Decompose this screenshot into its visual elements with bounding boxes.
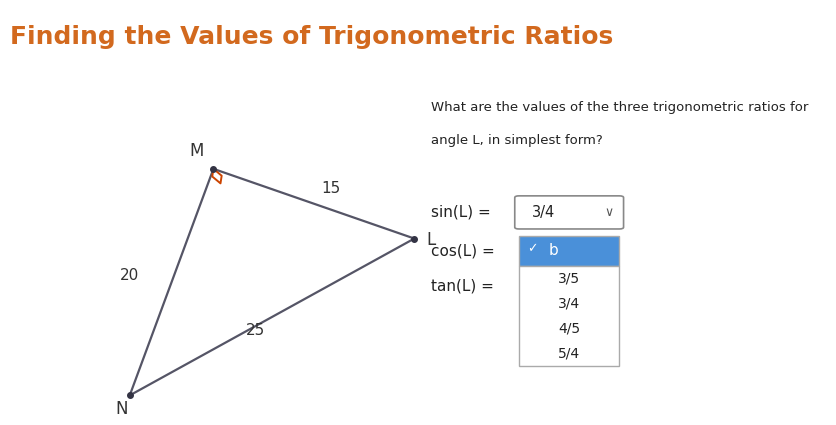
Text: 20: 20 bbox=[120, 268, 139, 283]
Text: 25: 25 bbox=[246, 323, 264, 338]
Text: 5/4: 5/4 bbox=[558, 346, 579, 360]
Text: b: b bbox=[548, 243, 558, 258]
Text: 3/5: 3/5 bbox=[558, 271, 579, 285]
Text: sin(L) =: sin(L) = bbox=[431, 205, 490, 220]
Text: 3/4: 3/4 bbox=[558, 296, 579, 310]
FancyBboxPatch shape bbox=[514, 196, 623, 229]
FancyBboxPatch shape bbox=[518, 266, 619, 366]
Text: tan(L) =: tan(L) = bbox=[431, 278, 493, 293]
Text: 15: 15 bbox=[321, 181, 339, 196]
FancyBboxPatch shape bbox=[518, 236, 619, 266]
Text: L: L bbox=[426, 231, 436, 249]
Text: N: N bbox=[115, 400, 127, 418]
Text: Finding the Values of Trigonometric Ratios: Finding the Values of Trigonometric Rati… bbox=[10, 25, 613, 49]
Text: 3/4: 3/4 bbox=[531, 205, 554, 220]
Text: M: M bbox=[189, 142, 204, 160]
Text: ∨: ∨ bbox=[604, 206, 613, 219]
Text: 4/5: 4/5 bbox=[558, 321, 579, 335]
Text: What are the values of the three trigonometric ratios for: What are the values of the three trigono… bbox=[431, 101, 808, 114]
Text: ✓: ✓ bbox=[527, 243, 538, 255]
Text: cos(L) =: cos(L) = bbox=[431, 243, 494, 258]
Text: angle L, in simplest form?: angle L, in simplest form? bbox=[431, 134, 602, 147]
